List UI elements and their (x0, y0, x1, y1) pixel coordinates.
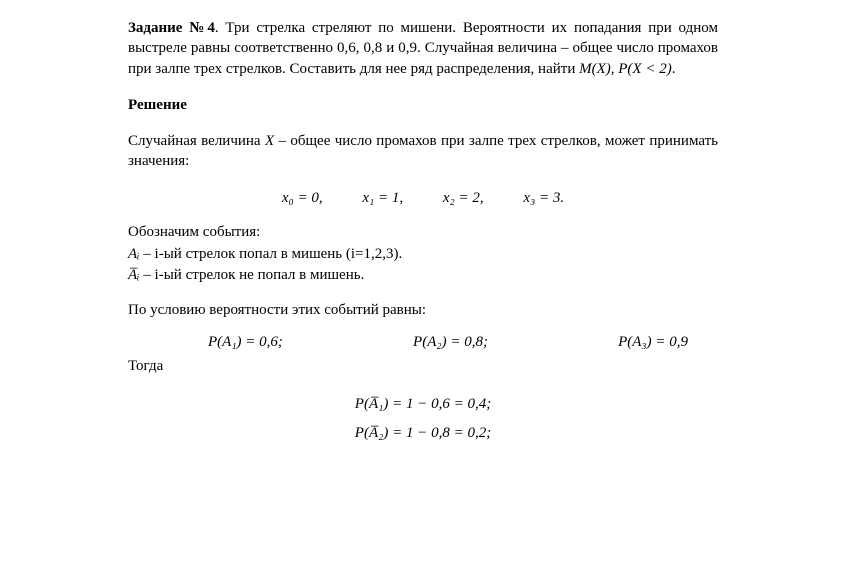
p-a3: P(A₃) = 0,9 (618, 332, 688, 352)
rv-x: X (265, 133, 274, 149)
x1: x₁ = 1, (362, 190, 403, 206)
task-paragraph: Задание №4. Три стрелка стреляют по мише… (128, 18, 718, 79)
def-bar-ai: A̅ᵢ – i-ый стрелок не попал в мишень. (128, 265, 718, 285)
q2-eq: P(A̅₂) = 1 − 0,8 = 0,2; (128, 423, 718, 443)
p-a2: P(A₂) = 0,8; (413, 332, 488, 352)
hit-probabilities: P(A₁) = 0,6; P(A₂) = 0,8; P(A₃) = 0,9 (128, 328, 718, 356)
event-definitions: Aᵢ – i-ый стрелок попал в мишень (i=1,2,… (128, 244, 718, 286)
solution-heading: Решение (128, 95, 718, 115)
x2: x₂ = 2, (443, 190, 484, 206)
x3: x₃ = 3. (523, 190, 564, 206)
def-ai: Aᵢ – i-ый стрелок попал в мишень (i=1,2,… (128, 244, 718, 264)
ai-symbol: Aᵢ (128, 246, 140, 262)
task-period: . (672, 61, 676, 77)
probs-label: По условию вероятности этих событий равн… (128, 300, 718, 320)
rv-values: x₀ = 0, x₁ = 1, x₂ = 2, x₃ = 3. (128, 188, 718, 208)
then-label: Тогда (128, 356, 718, 376)
x0: x₀ = 0, (282, 190, 323, 206)
ai-text: – i-ый стрелок попал в мишень (i=1,2,3). (140, 246, 403, 262)
bar-ai-symbol: A̅ᵢ (128, 267, 140, 283)
rv-text-a: Случайная величина (128, 133, 265, 149)
events-label: Обозначим события: (128, 222, 718, 242)
task-math-mx: M(X) (579, 61, 611, 77)
task-label: Задание №4 (128, 20, 215, 36)
task-math-px: P(X < 2) (618, 61, 671, 77)
bar-ai-text: – i-ый стрелок не попал в мишень. (140, 267, 365, 283)
rv-description: Случайная величина X – общее число прома… (128, 131, 718, 172)
p-a1: P(A₁) = 0,6; (208, 332, 283, 352)
q1-eq: P(A̅₁) = 1 − 0,6 = 0,4; (128, 394, 718, 414)
